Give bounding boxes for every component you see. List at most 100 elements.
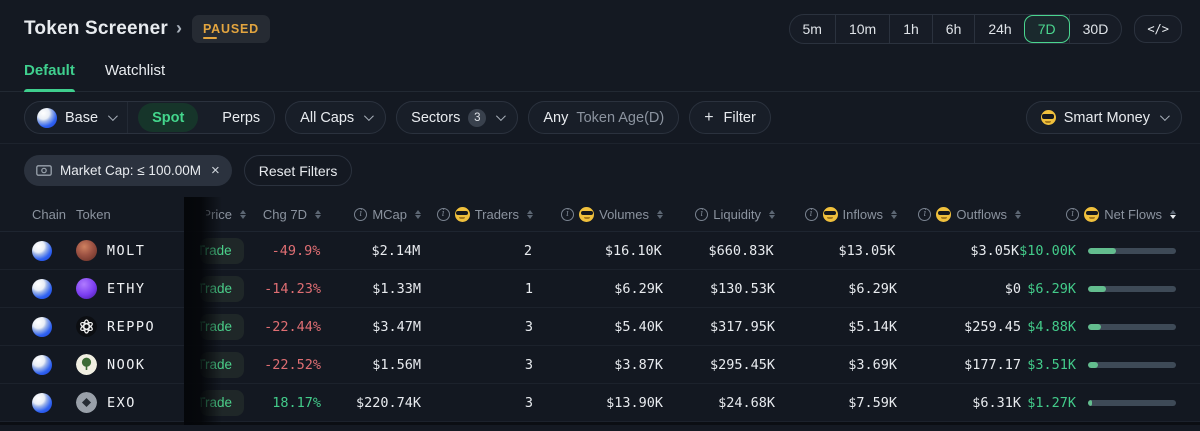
token-cell[interactable]: NOOK xyxy=(76,354,196,375)
token-cell[interactable]: MOLT xyxy=(75,240,196,261)
reset-filters-button[interactable]: Reset Filters xyxy=(243,155,353,186)
col-inflows[interactable]: Inflows xyxy=(775,206,897,222)
money-icon xyxy=(36,165,52,176)
token-name: EXO xyxy=(107,394,136,411)
token-cell[interactable]: REPPO xyxy=(76,316,196,337)
top-bar: Token Screener › PAUSED 5m 10m 1h 6h 24h… xyxy=(0,0,1200,50)
chain-dropdown[interactable]: Base xyxy=(25,102,129,133)
toggle-perps[interactable]: Perps xyxy=(222,109,261,126)
col-traders[interactable]: Traders xyxy=(421,206,533,222)
col-mcap[interactable]: MCap xyxy=(321,207,421,222)
close-icon[interactable]: × xyxy=(210,162,220,179)
chevron-down-icon xyxy=(1159,111,1170,122)
timeframe-30d[interactable]: 30D xyxy=(1068,15,1122,43)
table-row[interactable]: NOOK Trade -22.52% $1.56M 3 $3.87K $295.… xyxy=(0,346,1200,384)
traders-value: 3 xyxy=(524,318,533,335)
trade-button[interactable]: Trade xyxy=(200,275,244,302)
chg-7d-value: 18.17% xyxy=(272,394,321,411)
sort-icon[interactable] xyxy=(415,209,421,219)
mcap-value: $2.14M xyxy=(371,242,421,259)
sort-icon-active-desc[interactable] xyxy=(1170,209,1176,219)
info-icon[interactable] xyxy=(354,207,368,221)
info-icon[interactable] xyxy=(695,207,709,221)
table-row[interactable]: REPPO Trade -22.44% $3.47M 3 $5.40K $317… xyxy=(0,308,1200,346)
outflows-value: $259.45 xyxy=(964,318,1021,335)
col-net-flows[interactable]: Net Flows xyxy=(1021,206,1176,222)
base-chain-icon xyxy=(32,316,52,337)
netflow-bar xyxy=(1088,247,1177,254)
table-row[interactable]: EXO Trade 18.17% $220.74K 3 $13.90K $24.… xyxy=(0,384,1200,422)
token-age-filter[interactable]: Any Token Age(D) xyxy=(528,101,680,134)
sort-icon[interactable] xyxy=(1015,209,1021,219)
timeframe-1h[interactable]: 1h xyxy=(889,15,932,43)
col-chg-7d[interactable]: Chg 7D xyxy=(246,207,321,222)
col-volumes[interactable]: Volumes xyxy=(533,206,663,222)
netflow-bar xyxy=(1088,323,1176,330)
netflows-cell: $4.88K xyxy=(1021,319,1176,335)
col-chain[interactable]: Chain xyxy=(32,206,66,222)
paused-progress-bar xyxy=(202,37,217,39)
sort-icon[interactable] xyxy=(769,209,775,219)
timeframe-24h[interactable]: 24h xyxy=(974,15,1024,43)
mcap-value: $3.47M xyxy=(372,318,421,335)
traders-value: 1 xyxy=(524,280,533,297)
info-icon[interactable] xyxy=(436,207,450,221)
smart-money-dropdown[interactable]: Smart Money xyxy=(1025,101,1182,134)
trade-button[interactable]: Trade xyxy=(200,389,244,416)
chain-market-selector: Base Spot Perps xyxy=(24,101,276,134)
sectors-dropdown[interactable]: Sectors 3 xyxy=(396,101,519,134)
smart-money-icon xyxy=(1084,206,1100,222)
col-token[interactable]: Token xyxy=(76,206,111,222)
trade-button[interactable]: Trade xyxy=(200,313,244,340)
outflows-value: $0 xyxy=(1004,280,1021,297)
smart-money-icon xyxy=(822,206,838,222)
traders-value: 3 xyxy=(524,356,533,373)
caps-dropdown[interactable]: All Caps xyxy=(285,101,387,134)
timeframe-selector: 5m 10m 1h 6h 24h 7D 30D xyxy=(788,14,1123,44)
chevron-down-icon xyxy=(496,111,507,122)
sort-icon[interactable] xyxy=(657,209,663,219)
mcap-value: $220.74K xyxy=(355,394,421,411)
code-icon[interactable]: </> xyxy=(1134,15,1182,43)
timeframe-5m[interactable]: 5m xyxy=(790,15,835,43)
sort-icon[interactable] xyxy=(240,209,246,219)
toggle-spot[interactable]: Spot xyxy=(138,103,199,132)
smart-money-icon xyxy=(454,206,470,222)
netflows-value: $1.27K xyxy=(1027,394,1076,411)
add-filter-button[interactable]: + Filter xyxy=(689,101,771,134)
filter-bar: Base Spot Perps All Caps Sectors 3 Any T… xyxy=(0,92,1200,144)
sort-icon[interactable] xyxy=(527,209,533,219)
timeframe-6h[interactable]: 6h xyxy=(931,15,975,43)
token-logo-reppo xyxy=(76,316,97,337)
sort-icon[interactable] xyxy=(315,209,321,219)
timeframe-7d-active[interactable]: 7D xyxy=(1023,15,1070,43)
col-outflows[interactable]: Outflows xyxy=(897,206,1021,222)
token-name: NOOK xyxy=(107,356,146,373)
breadcrumb-chevron-icon[interactable]: › xyxy=(175,17,182,38)
token-cell[interactable]: ETHY xyxy=(76,278,196,299)
smart-money-icon xyxy=(579,206,595,222)
paused-badge[interactable]: PAUSED xyxy=(191,15,270,43)
token-logo-exo xyxy=(76,392,97,413)
info-icon[interactable] xyxy=(561,207,575,221)
token-cell[interactable]: EXO xyxy=(76,392,196,413)
info-icon[interactable] xyxy=(1066,207,1080,221)
info-icon[interactable] xyxy=(918,207,932,221)
liquidity-value: $660.83K xyxy=(708,242,774,259)
base-chain-icon xyxy=(37,107,57,128)
netflows-value: $4.88K xyxy=(1027,318,1076,335)
trade-button[interactable]: Trade xyxy=(200,351,244,378)
market-cap-filter-chip[interactable]: Market Cap: ≤ 100.00M × xyxy=(24,155,232,186)
col-price[interactable]: Price xyxy=(196,207,246,222)
tab-default[interactable]: Default xyxy=(24,62,75,92)
info-icon[interactable] xyxy=(804,207,818,221)
trade-button[interactable]: Trade xyxy=(199,237,244,264)
table-row[interactable]: ETHY Trade -14.23% $1.33M 1 $6.29K $130.… xyxy=(0,270,1200,308)
sectors-count-badge: 3 xyxy=(468,108,487,127)
timeframe-10m[interactable]: 10m xyxy=(834,15,889,43)
tab-watchlist[interactable]: Watchlist xyxy=(104,62,166,79)
col-liquidity[interactable]: Liquidity xyxy=(663,207,775,222)
table-row[interactable]: MOLT Trade -49.9% $2.14M 2 $16.10K $660.… xyxy=(0,232,1200,270)
base-chain-icon xyxy=(32,392,52,413)
sort-icon[interactable] xyxy=(891,209,897,219)
